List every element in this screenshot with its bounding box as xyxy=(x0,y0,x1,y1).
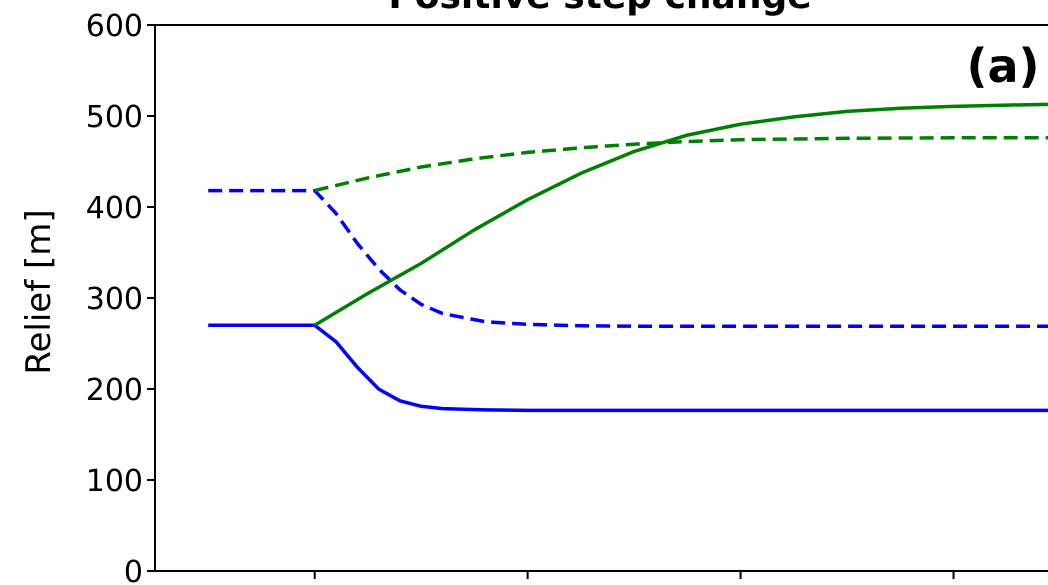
series-line-4 xyxy=(314,136,1048,193)
y-tick-label: 400 xyxy=(86,191,143,226)
y-tick-label: 0 xyxy=(124,555,143,585)
series-line-2 xyxy=(208,188,1048,328)
y-tick-label: 500 xyxy=(86,100,143,135)
axes-layer: 0 100 200 300 400 500 600 xyxy=(86,9,1048,585)
series-layer xyxy=(208,102,1048,413)
series-line-3 xyxy=(313,102,1048,327)
y-axis-label: Relief [m] xyxy=(19,209,59,374)
y-tick-label: 100 xyxy=(86,464,143,499)
y-tick-label: 300 xyxy=(86,282,143,317)
panel-label: (a) xyxy=(966,39,1039,93)
series-line-1 xyxy=(208,323,1048,413)
chart-title: Positive step change xyxy=(388,0,811,17)
y-tick-label: 200 xyxy=(86,373,143,408)
y-tick-label: 600 xyxy=(86,9,143,44)
